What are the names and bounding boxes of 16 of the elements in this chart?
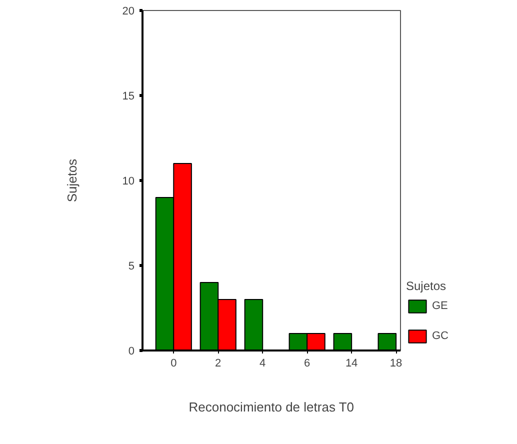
y-tick-label: 15 [122,90,135,102]
x-tick-label: 2 [215,358,222,370]
y-tick-label: 20 [122,6,135,18]
y-tick-label: 10 [122,176,135,188]
y-tick-label: 5 [128,260,135,272]
legend-label: GC [432,330,450,342]
legend-title: Sujetos [406,279,448,293]
y-tick-label: 0 [128,346,135,358]
y-axis-title: Sujetos [64,158,80,202]
x-tick-label: 6 [304,358,310,370]
x-axis-title: Reconocimiento de letras T0 [188,400,354,414]
x-tick-label: 4 [260,358,266,370]
x-tick-label: 14 [345,358,358,370]
x-tick-label: 18 [390,358,402,370]
x-tick-label: 0 [170,358,177,370]
legend-label: GE [432,300,449,312]
